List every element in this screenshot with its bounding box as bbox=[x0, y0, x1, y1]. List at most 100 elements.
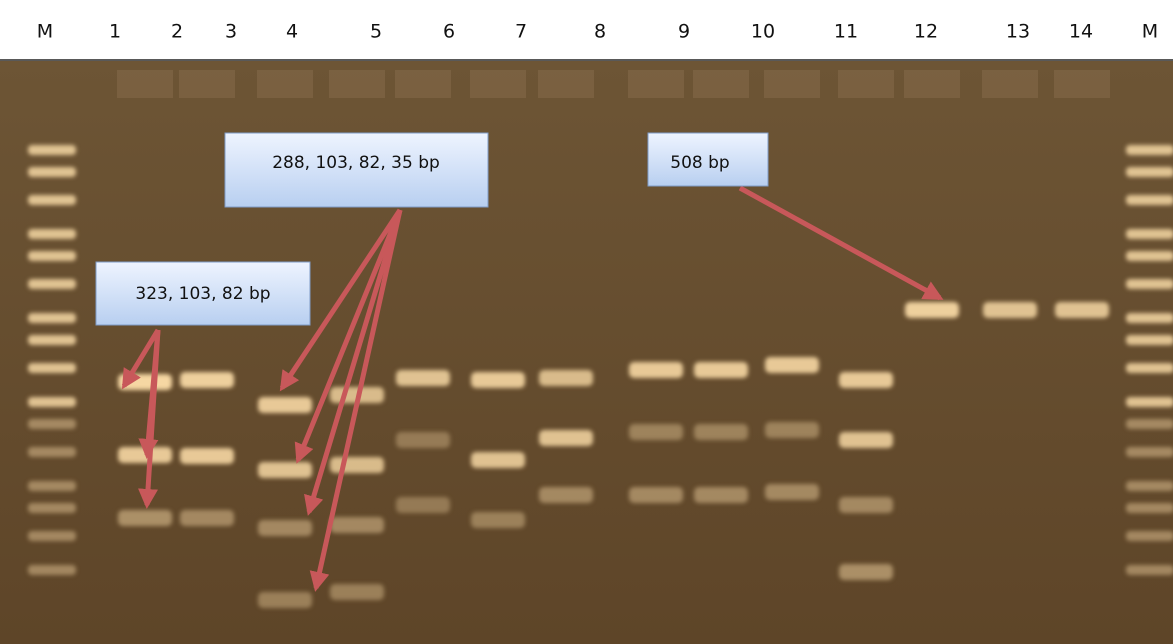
ladder-band bbox=[28, 503, 76, 513]
ladder-band bbox=[1126, 195, 1173, 205]
ladder-band bbox=[1126, 531, 1173, 541]
well bbox=[1054, 70, 1110, 98]
ladder-band bbox=[28, 167, 76, 177]
lane-label: 11 bbox=[834, 21, 858, 43]
ladder-band bbox=[1126, 313, 1173, 323]
lane-label: 9 bbox=[678, 21, 690, 43]
band bbox=[1055, 302, 1109, 318]
well bbox=[179, 70, 235, 98]
callout: 288, 103, 82, 35 bp bbox=[225, 133, 488, 207]
band bbox=[258, 462, 312, 478]
lane-label: 5 bbox=[370, 21, 382, 43]
callout-label: 323, 103, 82 bp bbox=[135, 284, 270, 304]
ladder-band bbox=[28, 481, 76, 491]
ladder-band bbox=[28, 447, 76, 457]
band bbox=[258, 520, 312, 536]
band bbox=[629, 424, 683, 440]
ladder-band bbox=[28, 565, 76, 575]
band bbox=[839, 564, 893, 580]
ladder-band bbox=[28, 279, 76, 289]
ladder-band bbox=[1126, 481, 1173, 491]
well bbox=[538, 70, 594, 98]
band bbox=[471, 512, 525, 528]
well bbox=[329, 70, 385, 98]
band bbox=[629, 487, 683, 503]
lane-label: 4 bbox=[286, 21, 298, 43]
band bbox=[983, 302, 1037, 318]
ladder-band bbox=[28, 195, 76, 205]
lane-label: 2 bbox=[171, 21, 183, 43]
well bbox=[904, 70, 960, 98]
band bbox=[765, 422, 819, 438]
band bbox=[539, 487, 593, 503]
ladder-band bbox=[28, 145, 76, 155]
well bbox=[838, 70, 894, 98]
ladder-band bbox=[1126, 335, 1173, 345]
ladder-band bbox=[1126, 447, 1173, 457]
band bbox=[471, 372, 525, 388]
lane-label: 6 bbox=[443, 21, 455, 43]
ladder-band bbox=[28, 313, 76, 323]
callout-label: 288, 103, 82, 35 bp bbox=[272, 153, 440, 173]
band bbox=[258, 592, 312, 608]
band bbox=[765, 484, 819, 500]
band bbox=[694, 424, 748, 440]
lane-label: 3 bbox=[225, 21, 237, 43]
band bbox=[539, 370, 593, 386]
band bbox=[396, 370, 450, 386]
band bbox=[839, 372, 893, 388]
lane-label: 10 bbox=[751, 21, 775, 43]
lane-label: M bbox=[1142, 21, 1158, 43]
band bbox=[396, 497, 450, 513]
well bbox=[117, 70, 173, 98]
band bbox=[765, 357, 819, 373]
well bbox=[257, 70, 313, 98]
well bbox=[982, 70, 1038, 98]
ladder-band bbox=[1126, 167, 1173, 177]
ladder-band bbox=[1126, 565, 1173, 575]
well bbox=[395, 70, 451, 98]
lane-label: 8 bbox=[594, 21, 606, 43]
band bbox=[258, 397, 312, 413]
band bbox=[905, 302, 959, 318]
ladder-band bbox=[1126, 279, 1173, 289]
well bbox=[764, 70, 820, 98]
band bbox=[180, 510, 234, 526]
lane-label: M bbox=[37, 21, 53, 43]
gel-figure: 323, 103, 82 bp 288, 103, 82, 35 bp 508 … bbox=[0, 0, 1173, 644]
ladder-band bbox=[28, 251, 76, 261]
ladder-band bbox=[28, 335, 76, 345]
callout: 323, 103, 82 bp bbox=[96, 262, 310, 325]
lane-label: 14 bbox=[1069, 21, 1093, 43]
well bbox=[628, 70, 684, 98]
ladder-band bbox=[1126, 503, 1173, 513]
ladder-band bbox=[1126, 363, 1173, 373]
band bbox=[330, 457, 384, 473]
ladder-band bbox=[28, 397, 76, 407]
band bbox=[694, 487, 748, 503]
ladder-band bbox=[1126, 251, 1173, 261]
ladder-band bbox=[28, 531, 76, 541]
callout-label: 508 bp bbox=[670, 153, 729, 173]
ladder-band bbox=[1126, 397, 1173, 407]
band bbox=[180, 448, 234, 464]
ladder-band bbox=[28, 419, 76, 429]
band bbox=[539, 430, 593, 446]
lane-label: 1 bbox=[109, 21, 121, 43]
gel bbox=[0, 61, 1173, 644]
ladder-band bbox=[1126, 145, 1173, 155]
lane-label: 13 bbox=[1006, 21, 1030, 43]
band bbox=[839, 432, 893, 448]
ladder-band bbox=[1126, 419, 1173, 429]
band bbox=[330, 517, 384, 533]
well bbox=[470, 70, 526, 98]
ladder-band bbox=[1126, 229, 1173, 239]
lane-label: 12 bbox=[914, 21, 938, 43]
lane-label: 7 bbox=[515, 21, 527, 43]
band bbox=[694, 362, 748, 378]
callout: 508 bp bbox=[648, 133, 768, 186]
band bbox=[471, 452, 525, 468]
band bbox=[839, 497, 893, 513]
ladder-band bbox=[28, 229, 76, 239]
band bbox=[629, 362, 683, 378]
